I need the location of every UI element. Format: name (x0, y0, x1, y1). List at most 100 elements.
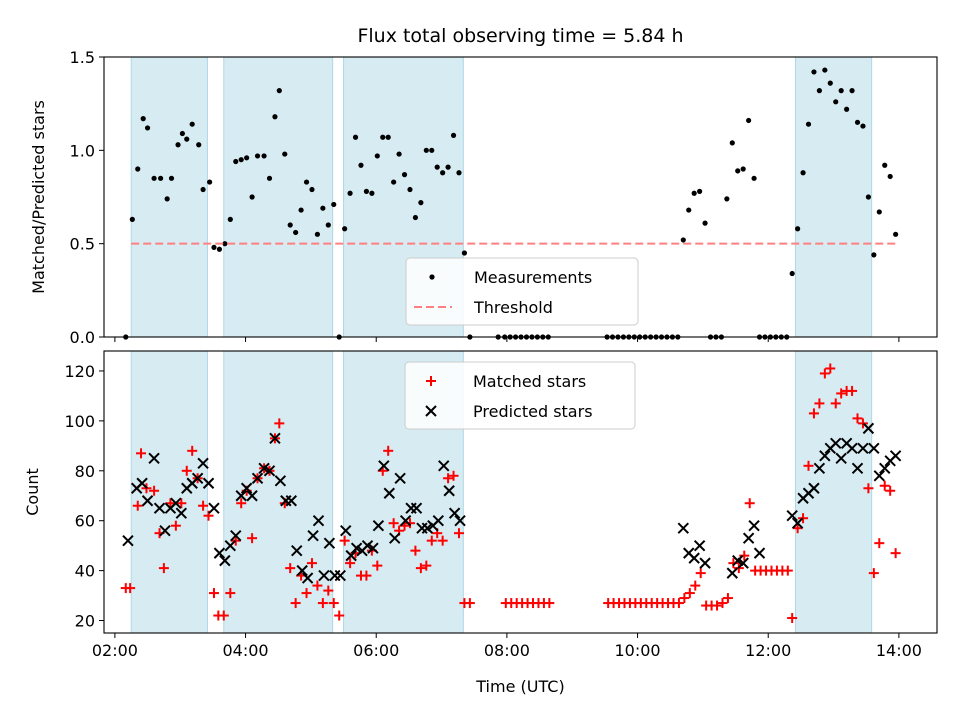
predicted-star-stroke (136, 477, 148, 489)
matched-star-marker (717, 598, 728, 609)
predicted-star-stroke (737, 557, 749, 569)
measurement-point (686, 207, 692, 213)
legend-label: Threshold (473, 298, 553, 317)
measurement-point (342, 226, 348, 232)
measurement-point (429, 147, 435, 153)
matched-star-marker (787, 613, 798, 624)
predicted-star-marker (846, 442, 858, 455)
measurement-point (385, 134, 391, 140)
measurement-point (882, 162, 888, 168)
measurement-point (320, 205, 326, 211)
predicted-star-marker (742, 532, 755, 544)
predicted-star-marker (197, 457, 209, 470)
x-tick-label: 02:00 (92, 641, 138, 660)
predicted-star-stroke (122, 534, 134, 547)
predicted-star-marker (394, 472, 406, 484)
measurement-point (702, 220, 708, 226)
matched-star-marker (170, 520, 181, 531)
matched-star-marker (158, 563, 169, 574)
axes-frame (103, 56, 938, 338)
y-tick-label: 40 (75, 562, 95, 581)
measurement-point (854, 119, 861, 125)
legend-box (404, 361, 636, 430)
predicted-star-stroke (443, 485, 455, 497)
predicted-star-stroke (857, 442, 869, 455)
matched-star-marker (830, 398, 841, 409)
predicted-star-marker (340, 524, 352, 537)
matched-star-marker (803, 460, 814, 471)
measurement-point (266, 175, 273, 181)
predicted-star-marker (296, 564, 308, 577)
predicted-star-stroke (230, 529, 242, 542)
matched-star-marker (404, 518, 415, 529)
predicted-star-stroke (378, 460, 390, 472)
predicted-star-stroke (732, 554, 744, 567)
matched-star-marker (825, 363, 836, 374)
measurement-point (363, 188, 370, 194)
y-tick-label: 1.5 (70, 48, 95, 67)
predicted-star-marker (122, 534, 134, 547)
measurement-point (254, 153, 261, 159)
measurement-point (314, 231, 321, 237)
measurement-point (325, 222, 331, 228)
predicted-star-marker (830, 437, 842, 450)
predicted-star-marker (699, 557, 711, 569)
predicted-star-marker (677, 522, 689, 534)
predicted-star-stroke (318, 569, 330, 582)
matched-star-marker (673, 598, 684, 609)
matched-star-marker (728, 558, 739, 569)
predicted-star-marker (141, 495, 154, 507)
measurement-point (144, 125, 151, 131)
predicted-star-stroke (323, 537, 336, 549)
measurement-point (746, 117, 752, 124)
predicted-star-stroke (862, 422, 875, 435)
predicted-star-marker (813, 462, 826, 474)
predicted-star-marker (438, 460, 450, 472)
matched-star-marker (453, 528, 464, 539)
measurement-point (751, 175, 757, 181)
measurement-point (691, 190, 697, 196)
predicted-star-stroke (153, 502, 166, 514)
matched-star-marker (885, 485, 896, 496)
measurement-point (298, 207, 304, 213)
matched-star-marker (443, 473, 454, 484)
predicted-star-stroke (367, 542, 379, 554)
predicted-star-stroke (389, 532, 401, 544)
matched-star-marker (879, 480, 890, 491)
predicted-star-marker (263, 465, 276, 477)
measurement-point (331, 201, 337, 208)
y-tick-label: 60 (75, 512, 95, 531)
matched-star-marker (684, 588, 695, 599)
predicted-star-marker (148, 452, 160, 465)
matched-star-marker (857, 418, 868, 429)
y-tick-label: 80 (75, 462, 95, 481)
predicted-star-marker (372, 519, 385, 532)
measurement-point (189, 121, 195, 127)
measurement-point (865, 194, 872, 200)
measurement-point (303, 179, 310, 185)
predicted-star-marker (136, 477, 148, 489)
measurement-point (860, 123, 866, 129)
measurement-point (407, 186, 413, 193)
predicted-star-stroke (394, 472, 406, 484)
measurement-point (838, 88, 844, 94)
matched-star-marker (798, 513, 809, 524)
matched-star-marker (808, 408, 819, 419)
x-tick-label: 12:00 (745, 641, 791, 660)
predicted-star-marker (454, 514, 466, 527)
series-group (120, 363, 902, 624)
matched-star-marker (247, 533, 258, 544)
predicted-star-marker (334, 569, 346, 582)
predicted-star-stroke (699, 557, 711, 569)
predicted-star-stroke (677, 522, 689, 534)
measurement-point (871, 252, 877, 258)
predicted-star-stroke (296, 564, 308, 577)
measurement-point (735, 168, 741, 174)
predicted-star-stroke (213, 547, 226, 559)
predicted-star-marker (345, 549, 357, 562)
matched-star-marker (448, 470, 459, 481)
matched-star-marker (328, 598, 339, 609)
predicted-star-marker (410, 502, 423, 514)
matched-star-marker (187, 445, 198, 456)
matched-star-marker (744, 498, 755, 509)
